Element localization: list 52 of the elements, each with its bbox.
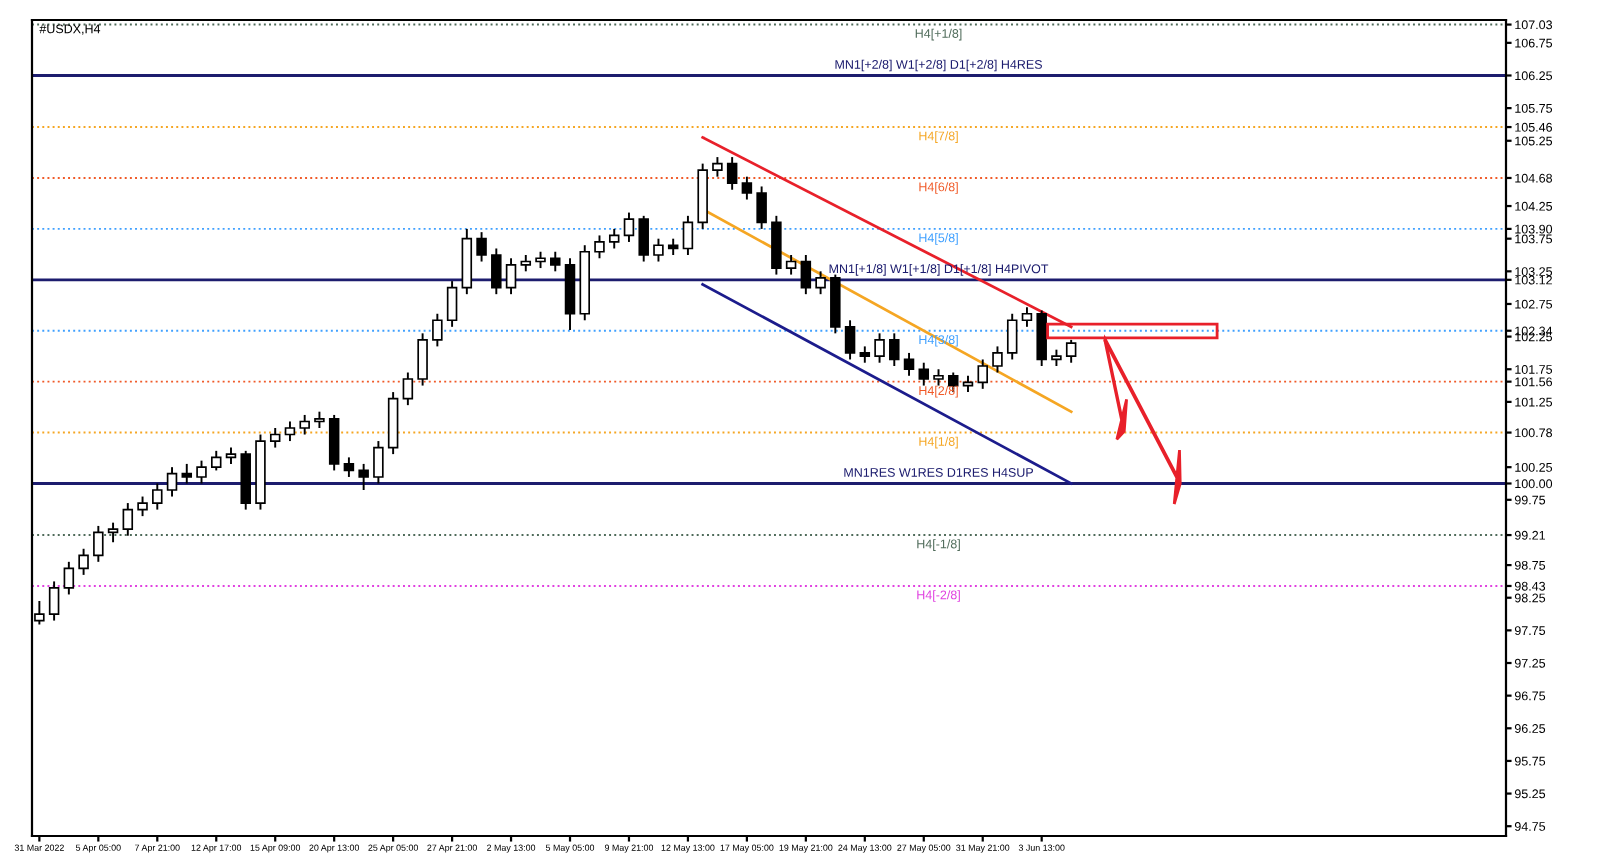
candlestick xyxy=(505,257,517,296)
candlestick xyxy=(210,449,222,472)
candlestick xyxy=(1065,338,1077,364)
candlestick xyxy=(269,427,281,449)
candlestick xyxy=(977,358,988,390)
candlestick xyxy=(992,345,1003,374)
candlestick xyxy=(122,502,134,537)
candlestick xyxy=(373,440,384,485)
candlestick xyxy=(1036,309,1047,367)
candlestick xyxy=(63,560,75,596)
candlestick xyxy=(874,332,885,364)
candlestick xyxy=(432,312,443,348)
candlestick xyxy=(78,547,89,576)
candlestick xyxy=(299,413,310,436)
candlestick xyxy=(196,459,207,485)
candlestick xyxy=(800,254,812,296)
candlestick xyxy=(1021,306,1033,328)
candlestick xyxy=(166,466,178,498)
candlestick xyxy=(903,351,915,377)
candlestick xyxy=(608,227,620,250)
candlestick xyxy=(402,371,414,407)
candlestick xyxy=(1006,312,1018,361)
candlestick xyxy=(756,185,767,230)
candlestick xyxy=(152,482,163,511)
candlestick xyxy=(491,247,502,296)
candlestick xyxy=(638,214,649,263)
candlestick xyxy=(328,413,340,472)
candlestick xyxy=(137,495,148,518)
candlestick xyxy=(889,332,900,367)
candlestick xyxy=(653,237,664,263)
candlestick xyxy=(358,462,369,491)
candlestick xyxy=(417,332,428,387)
candlestick xyxy=(741,175,753,201)
candlestick xyxy=(918,361,930,387)
candlestick xyxy=(682,214,694,256)
candlestick xyxy=(815,270,826,296)
candlestick xyxy=(284,420,296,443)
candlestick xyxy=(594,234,605,260)
candlestick xyxy=(107,521,119,544)
candlestick xyxy=(93,524,104,563)
candlestick xyxy=(712,156,723,178)
candlestick xyxy=(785,254,797,276)
candlestick xyxy=(343,456,355,478)
candlestick xyxy=(844,319,856,361)
candlestick xyxy=(476,231,487,263)
candlestick xyxy=(550,250,561,273)
candlestick xyxy=(623,211,635,243)
candlestick xyxy=(726,156,738,191)
candlestick xyxy=(446,280,458,328)
candlestick xyxy=(771,214,782,276)
candlestick xyxy=(48,580,60,622)
candlestick xyxy=(181,462,193,485)
